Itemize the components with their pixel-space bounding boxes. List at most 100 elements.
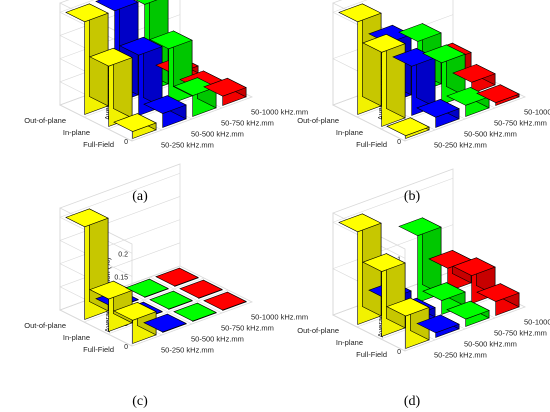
bar-top-face (143, 313, 187, 333)
row-label: Full-Field (83, 140, 114, 149)
caption-a: (a) (132, 189, 148, 204)
bar-top-face (125, 278, 169, 298)
column-label: 50-250 kHz.mm (434, 141, 487, 150)
row-labels: Out-of-plane In-plane Full-Field (297, 116, 387, 149)
bar-full-field-0 (386, 297, 430, 349)
column-label: 50-500 kHz.mm (191, 130, 244, 139)
bar-full-field-1 (143, 95, 187, 128)
row-label: Full-Field (356, 140, 387, 149)
row-label: Out-of-plane (24, 321, 66, 330)
bar-full-field-3 (476, 283, 520, 316)
bar-top-face (386, 117, 430, 137)
bar-top-face (398, 217, 442, 237)
column-label: 50-500 kHz.mm (191, 335, 244, 344)
column-label: 50-250 kHz.mm (434, 351, 487, 360)
row-label: Out-of-plane (297, 326, 339, 335)
bar-top-face (65, 208, 109, 228)
panel-a: 00.511.52Average Error (%)Out-of-planeIn… (24, 0, 308, 150)
column-label: 50-250 kHz.mm (161, 346, 214, 355)
bar-top-face (452, 257, 496, 276)
panel-b: 0510Average Error (%)Out-of-planeIn-plan… (297, 0, 550, 150)
bar-top-face (149, 30, 193, 50)
column-label: 50-500 kHz.mm (464, 340, 517, 349)
z-tick-label: 0.2 (118, 251, 128, 258)
column-label: 50-1000 kHz.mm (251, 108, 308, 117)
z-grid-line (59, 265, 181, 347)
bar-top-face (386, 297, 430, 317)
bar-top-face (203, 291, 247, 311)
bars (338, 3, 520, 139)
column-labels: 50-250 kHz.mm 50-500 kHz.mm 50-750 kHz.mm 5… (434, 108, 550, 150)
bar-full-field-1 (416, 98, 460, 128)
caption-c: (c) (132, 394, 148, 409)
z-tick-label: 0 (397, 139, 401, 146)
column-label: 50-1000 kHz.mm (251, 313, 308, 322)
row-labels: Out-of-plane In-plane Full-Field (24, 116, 114, 149)
bar-top-face (113, 302, 157, 321)
bars (338, 213, 520, 349)
bar-top-face (179, 279, 223, 299)
panel-d: 00.51Average Deviation (%)Out-of-planeIn… (297, 168, 550, 360)
bar-full-field-0 (113, 301, 157, 344)
bar-top-face (173, 302, 217, 322)
bar-full-field-3 (203, 291, 247, 311)
row-label: In-plane (336, 338, 363, 347)
bar-out-of-plane-3 (155, 267, 199, 287)
bar-top-face (452, 64, 496, 83)
bar-top-face (416, 314, 460, 334)
column-label: 50-500 kHz.mm (464, 130, 517, 139)
column-label: 50-750 kHz.mm (221, 119, 274, 128)
bar-top-face (422, 44, 466, 64)
z-tick-label: 0.15 (114, 274, 128, 281)
panel-c: 00.050.10.150.2Average Deviation (%)Out-… (24, 163, 308, 355)
bar-full-field-2 (446, 300, 490, 327)
bar-full-field-1 (416, 314, 460, 338)
column-labels: 50-250 kHz.mm 50-500 kHz.mm 50-750 kHz.mm 5… (434, 318, 550, 360)
z-tick-label: 0 (397, 349, 401, 356)
bar-full-field-0 (386, 117, 430, 139)
z-grid-line (332, 270, 454, 352)
caption-d: (d) (404, 394, 421, 409)
bar-full-field-2 (173, 302, 217, 322)
column-label: 50-750 kHz.mm (221, 324, 274, 333)
bar-top-face (149, 290, 193, 310)
bar-top-face (338, 3, 382, 23)
column-label: 50-1000 kHz.mm (524, 318, 550, 327)
bar-top-face (113, 113, 157, 132)
bar-top-face (203, 77, 247, 97)
bar-in-plane-1 (119, 36, 163, 116)
caption-b: (b) (404, 189, 421, 204)
bar-in-plane-0 (362, 33, 406, 127)
bar-out-of-plane-0 (338, 213, 382, 325)
bar-out-of-plane-2 (125, 278, 169, 298)
column-labels: 50-250 kHz.mm 50-500 kHz.mm 50-750 kHz.mm 5… (161, 313, 308, 355)
bar-top-face (95, 0, 139, 12)
bar-top-face (119, 36, 163, 56)
row-label: Out-of-plane (297, 116, 339, 125)
bar-full-field-3 (476, 84, 520, 106)
bar-out-of-plane-0 (65, 3, 109, 115)
bar-out-of-plane-0 (65, 208, 109, 320)
bar-top-face (65, 3, 109, 23)
column-label: 50-750 kHz.mm (494, 119, 547, 128)
column-label: 50-750 kHz.mm (494, 329, 547, 338)
bar-top-face (338, 213, 382, 233)
bar-top-face (362, 34, 406, 53)
bar-top-face (143, 95, 187, 114)
row-label: In-plane (336, 128, 363, 137)
column-label: 50-250 kHz.mm (161, 141, 214, 150)
bar-top-face (422, 282, 466, 301)
floor-grid-line (149, 276, 223, 314)
bar-in-plane-2 (149, 290, 193, 310)
bar-full-field-0 (113, 113, 157, 139)
bar-full-field-3 (203, 77, 247, 106)
bar-top-face (398, 23, 442, 42)
row-label: In-plane (63, 333, 90, 342)
bar-top-face (476, 283, 520, 302)
floor-grid-line (107, 289, 229, 335)
row-label: Out-of-plane (24, 116, 66, 125)
bars (65, 0, 247, 139)
row-label: In-plane (63, 128, 90, 137)
bar-top-face (476, 84, 520, 104)
